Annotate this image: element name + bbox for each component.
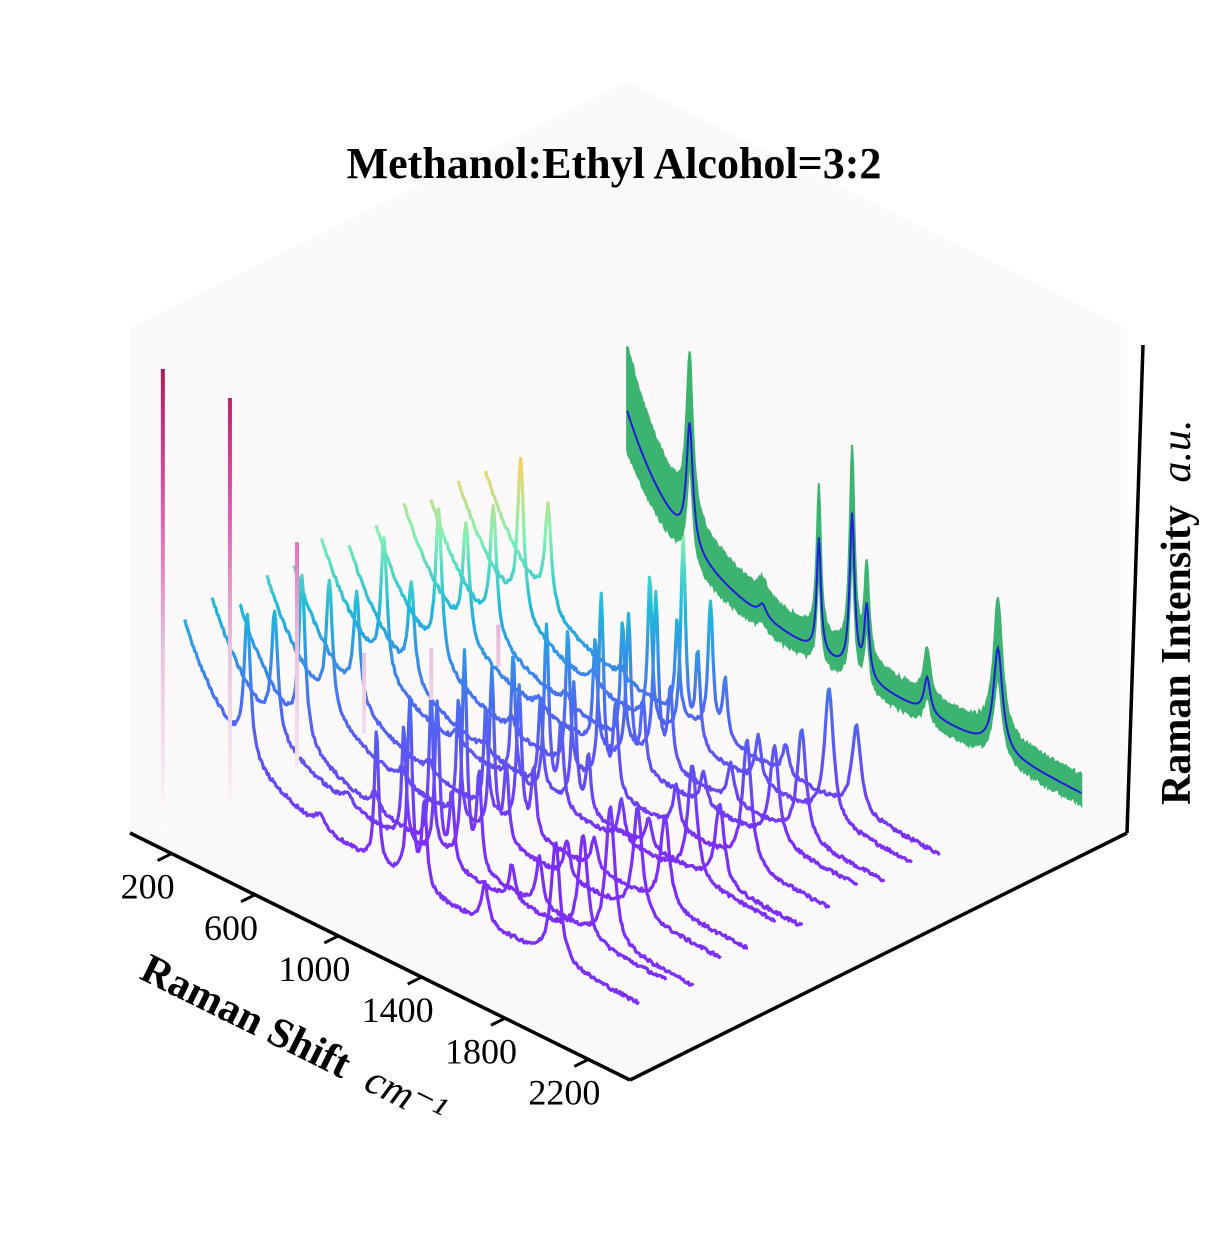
x-tick-mark-1000 [323,934,340,945]
spectrum-line-9 [402,502,859,887]
z-axis-label-text: Raman Intensity [1154,505,1200,805]
z-axis-line [1125,344,1145,834]
spectrum-line-11 [456,456,913,864]
x-tick-mark-200 [156,852,173,862]
svg-text:Raman Intensity a.u.: Raman Intensity a.u. [1154,420,1200,805]
x-tick-mark-600 [240,893,256,904]
x-tick-label-600: 600 [204,908,258,948]
spectrum-line-2 [210,597,668,981]
spectrum-line-5 [292,564,749,950]
spectrum-line-8 [374,507,831,909]
x-tick-label-200: 200 [121,867,175,907]
axes-lines [129,344,1145,1082]
x-tick-label-1400: 1400 [362,990,434,1030]
x-axis-unit: cm⁻¹ [358,1057,453,1135]
mean-spectrum-line [626,410,1082,794]
x-tick-label-1000: 1000 [278,949,350,989]
spectrum-line-3 [238,573,695,987]
spectra-group [160,368,941,1006]
z-axis-label: Raman Intensity a.u. [1154,420,1200,805]
spectrum-line-10 [429,498,886,883]
x-tick-mark-2200 [573,1058,590,1068]
x-axis-ticks: 200 600 1000 1400 1800 2200 [121,852,600,1112]
spectrum-line-7 [347,544,804,927]
chart-title: Methanol:Ethyl Alcohol=3:2 [347,139,882,188]
z-axis-unit: a.u. [1154,420,1200,483]
spectrum-line-4 [265,574,722,960]
spectrum-line-1 [183,612,640,1006]
x-tick-label-2200: 2200 [528,1072,600,1112]
x-tick-mark-1400 [406,975,423,986]
axes-panes [130,82,1127,1080]
x-tick-label-1800: 1800 [445,1031,517,1071]
x-axis-line [129,831,631,1082]
x-tick-mark-1800 [490,1016,506,1027]
spectrum-line-6 [319,536,777,924]
spectrum-line-12 [483,470,941,856]
summary-spectrum [626,346,1083,809]
depth-axis-line [629,831,1128,1082]
